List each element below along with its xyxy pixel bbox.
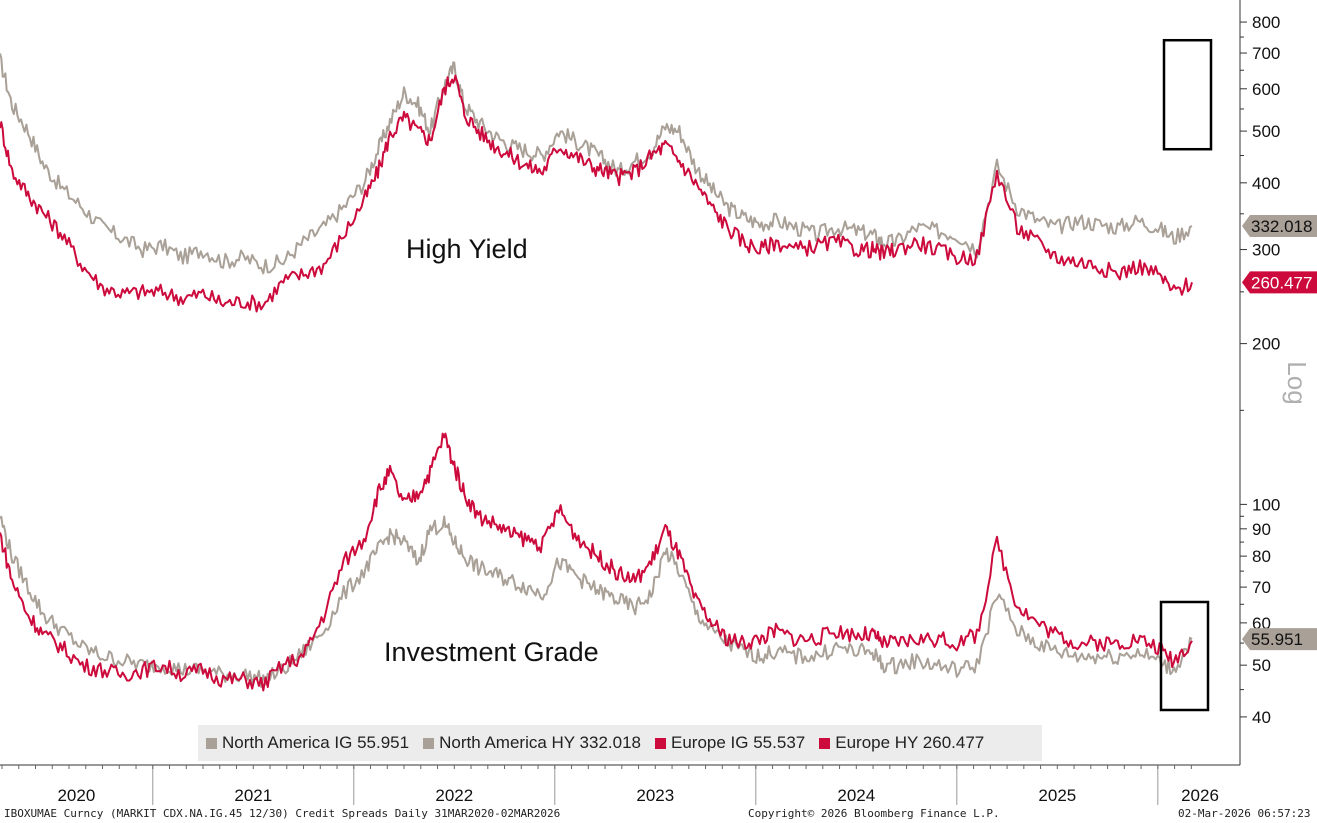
value-tag-bg bbox=[1242, 271, 1317, 294]
last-value-tags: 332.018 260.477 55.951 bbox=[1242, 215, 1317, 651]
y-tick-label: 80 bbox=[1252, 547, 1271, 566]
value-tag-text: 260.477 bbox=[1251, 273, 1312, 292]
series-line-europe-ig bbox=[0, 432, 1193, 692]
x-tick-label: 2026 bbox=[1181, 786, 1219, 805]
legend-item: North America HY 332.018 bbox=[423, 733, 641, 753]
legend: North America IG 55.951 North America HY … bbox=[198, 725, 1042, 761]
hy-highlight-box bbox=[1162, 38, 1213, 151]
annotation-investment-grade: Investment Grade bbox=[384, 637, 599, 667]
legend-label: Europe HY 260.477 bbox=[835, 733, 985, 752]
legend-item: Europe IG 55.537 bbox=[655, 733, 805, 753]
series-lines bbox=[0, 53, 1193, 692]
x-tick-label: 2025 bbox=[1038, 786, 1076, 805]
y-tick-label: 70 bbox=[1252, 578, 1271, 597]
footer-timestamp: 02-Mar-2026 06:57:23 bbox=[1178, 807, 1311, 820]
value-tag: 55.951 bbox=[1242, 628, 1317, 651]
y-tick-label: 50 bbox=[1252, 656, 1271, 675]
y-tick-label: 40 bbox=[1252, 708, 1271, 727]
footer-copyright: Copyright© 2026 Bloomberg Finance L.P. bbox=[748, 807, 1000, 820]
value-tag: 260.477 bbox=[1242, 271, 1317, 294]
y-tick-label: 800 bbox=[1252, 13, 1280, 32]
y-tick-label: 600 bbox=[1252, 80, 1280, 99]
legend-swatch bbox=[206, 737, 217, 749]
ig-highlight-box bbox=[1159, 600, 1210, 712]
x-tick-label: 2023 bbox=[636, 786, 674, 805]
series-line-north-america-hy bbox=[0, 53, 1193, 275]
legend-swatch bbox=[819, 737, 831, 749]
series-line-north-america-ig bbox=[0, 515, 1193, 688]
x-axis: 2020 2021 2022 2023 2024 2025 2026 bbox=[0, 764, 1240, 805]
value-tag-text: 332.018 bbox=[1251, 217, 1312, 236]
footer-source: IBOXUMAE Curncy (MARKIT CDX.NA.IG.45 12/… bbox=[4, 807, 561, 820]
y-tick-label: 100 bbox=[1252, 495, 1280, 514]
y-axis-scale-label: Log bbox=[1282, 361, 1312, 404]
value-tag-bg bbox=[1242, 215, 1317, 238]
legend-label: North America HY 332.018 bbox=[439, 733, 642, 752]
annotations: High Yield Investment Grade bbox=[384, 234, 599, 667]
y-tick-label: 700 bbox=[1252, 44, 1280, 63]
legend-label: North America IG 55.951 bbox=[222, 733, 410, 752]
highlight-boxes bbox=[1159, 38, 1213, 712]
x-tick-label: 2021 bbox=[234, 786, 272, 805]
value-tag-bg bbox=[1242, 628, 1317, 651]
legend-label: Europe IG 55.537 bbox=[671, 733, 806, 752]
x-tick-label: 2024 bbox=[837, 786, 875, 805]
y-tick-label: 90 bbox=[1252, 520, 1271, 539]
annotation-high-yield: High Yield bbox=[406, 234, 528, 264]
value-tag-text: 55.951 bbox=[1251, 630, 1303, 649]
y-tick-label: 300 bbox=[1252, 241, 1280, 260]
legend-item: Europe HY 260.477 bbox=[819, 733, 984, 753]
legend-swatch bbox=[423, 737, 435, 749]
y-tick-label: 500 bbox=[1252, 122, 1280, 141]
legend-item: North America IG 55.951 bbox=[206, 733, 409, 753]
legend-swatch bbox=[655, 737, 667, 749]
y-tick-label: 200 bbox=[1252, 335, 1280, 354]
value-tag: 332.018 bbox=[1242, 215, 1317, 238]
series-line-europe-hy bbox=[0, 74, 1193, 313]
x-tick-label: 2022 bbox=[435, 786, 473, 805]
x-tick-label: 2020 bbox=[57, 786, 95, 805]
y-tick-label: 400 bbox=[1252, 174, 1280, 193]
